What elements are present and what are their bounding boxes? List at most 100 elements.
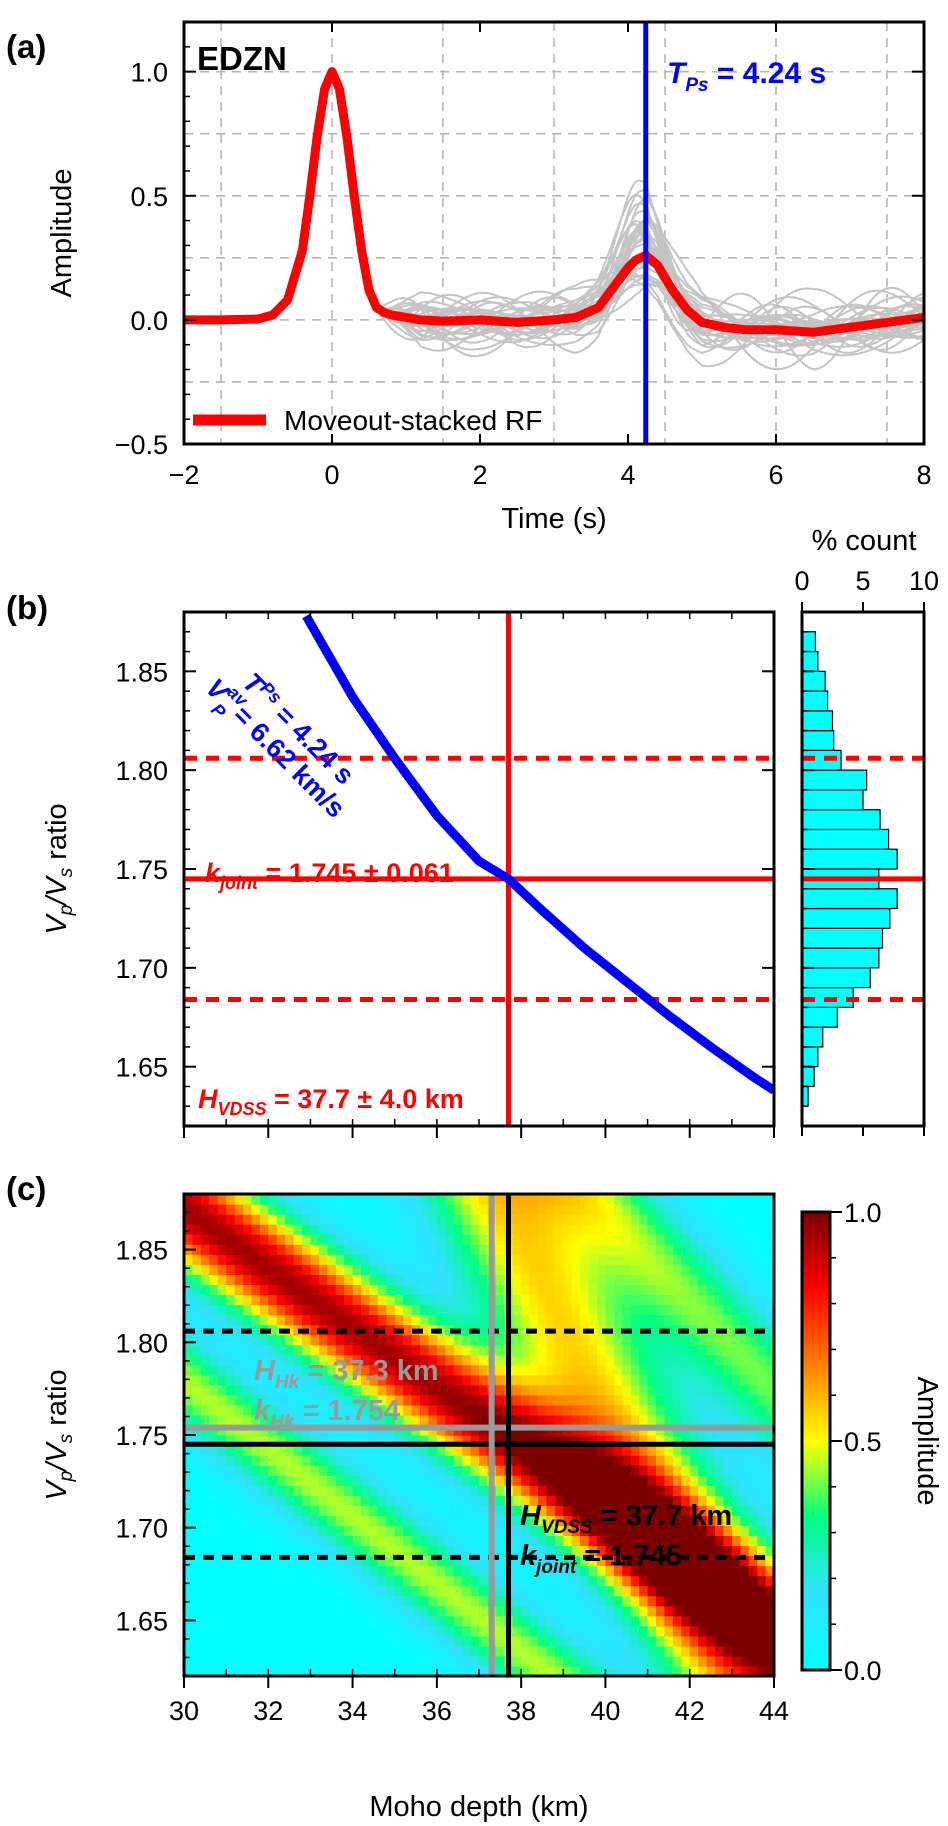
heatmap-cell (571, 1625, 581, 1637)
heatmap-cell (672, 1475, 682, 1486)
heatmap-cell (251, 1214, 261, 1225)
heatmap-cell (495, 1435, 505, 1446)
heatmap-cell (411, 1234, 421, 1245)
heatmap-cell (479, 1655, 489, 1667)
heatmap-cell (605, 1525, 615, 1537)
heatmap-cell (521, 1645, 531, 1657)
heatmap-cell (571, 1485, 581, 1496)
heatmap-cell (605, 1384, 615, 1396)
heatmap-cell (445, 1585, 455, 1597)
heatmap-cell (403, 1234, 413, 1245)
heatmap-cell (276, 1495, 286, 1506)
heatmap-cell (571, 1665, 581, 1676)
heatmap-cell (302, 1565, 312, 1577)
heatmap-cell (377, 1204, 387, 1215)
heatmap-cell (327, 1475, 337, 1486)
heatmap-cell (276, 1525, 286, 1537)
heatmap-cell (580, 1485, 590, 1496)
heatmap-cell (613, 1595, 623, 1607)
heatmap-cell (672, 1465, 682, 1476)
heatmap-cell (563, 1314, 573, 1326)
heatmap-cell (226, 1284, 236, 1296)
heatmap-cell (259, 1284, 269, 1296)
heatmap-cell (521, 1364, 531, 1376)
heatmap-cell (453, 1645, 463, 1657)
heatmap-cell (209, 1244, 219, 1255)
heatmap-cell (723, 1645, 733, 1657)
heatmap-cell (377, 1515, 387, 1526)
heatmap-cell (403, 1374, 413, 1386)
heatmap-cell (217, 1334, 227, 1346)
heatmap-cell (698, 1254, 708, 1265)
heatmap-cell (361, 1274, 371, 1285)
heatmap-cell (361, 1495, 371, 1506)
heatmap-cell (259, 1404, 269, 1416)
heatmap-cell (580, 1535, 590, 1547)
heatmap-cell (681, 1515, 691, 1526)
heatmap-cell (200, 1384, 210, 1396)
heatmap-cell (234, 1294, 244, 1306)
tps-label: TPs = 4.24 s (667, 57, 826, 96)
heatmap-cell (420, 1545, 430, 1557)
heatmap-cell (226, 1384, 236, 1396)
heatmap-cell (369, 1364, 379, 1376)
heatmap-cell (453, 1475, 463, 1486)
heatmap-cell (554, 1314, 564, 1326)
heatmap-cell (706, 1364, 716, 1376)
heatmap-cell (731, 1404, 741, 1416)
heatmap-cell (318, 1475, 328, 1486)
heatmap-cell (554, 1445, 564, 1456)
heatmap-cell (672, 1485, 682, 1496)
heatmap-cell (588, 1334, 598, 1346)
rf-trace (376, 265, 924, 345)
heatmap-cell (377, 1314, 387, 1326)
heatmap-cell (613, 1334, 623, 1346)
heatmap-cell (597, 1435, 607, 1446)
heatmap-cell (554, 1384, 564, 1396)
heatmap-cell (740, 1665, 750, 1676)
heatmap-cell (369, 1515, 379, 1526)
heatmap-cell (217, 1495, 227, 1506)
heatmap-cell (192, 1545, 202, 1557)
heatmap-cell (386, 1194, 396, 1205)
heatmap-cell (698, 1635, 708, 1647)
heatmap-cell (622, 1545, 632, 1557)
histogram-bar (801, 947, 880, 969)
heatmap-cell (318, 1204, 328, 1215)
heatmap-cell (377, 1575, 387, 1587)
heatmap-cell (268, 1264, 278, 1275)
heatmap-cell (757, 1525, 767, 1537)
heatmap-cell (622, 1605, 632, 1617)
heatmap-cell (571, 1404, 581, 1416)
heatmap-cell (285, 1244, 295, 1255)
heatmap-cell (554, 1435, 564, 1446)
heatmap-cell (209, 1394, 219, 1406)
heatmap-cell (706, 1625, 716, 1637)
heatmap-cell (243, 1414, 253, 1426)
heatmap-cell (453, 1204, 463, 1215)
heatmap-cell (243, 1264, 253, 1275)
heatmap-cell (268, 1214, 278, 1225)
heatmap-cell (529, 1465, 539, 1476)
heatmap-cell (479, 1394, 489, 1406)
heatmap-cell (234, 1284, 244, 1296)
heatmap-cell (672, 1314, 682, 1326)
heatmap-cell (639, 1655, 649, 1667)
heatmap-cell (411, 1505, 421, 1516)
heatmap-cell (377, 1535, 387, 1547)
heatmap-cell (293, 1655, 303, 1667)
heatmap-cell (521, 1615, 531, 1627)
heatmap-cell (698, 1204, 708, 1215)
heatmap-cell (647, 1585, 657, 1597)
heatmap-cell (411, 1605, 421, 1617)
heatmap-cell (748, 1304, 758, 1316)
heatmap-cell (226, 1414, 236, 1426)
heatmap-cell (386, 1414, 396, 1426)
heatmap-cell (428, 1394, 438, 1406)
heatmap-cell (588, 1394, 598, 1406)
heatmap-cell (571, 1324, 581, 1336)
heatmap-cell (470, 1304, 480, 1316)
heatmap-cell (344, 1575, 354, 1587)
heatmap-cell (689, 1314, 699, 1326)
heatmap-cell (394, 1314, 404, 1326)
